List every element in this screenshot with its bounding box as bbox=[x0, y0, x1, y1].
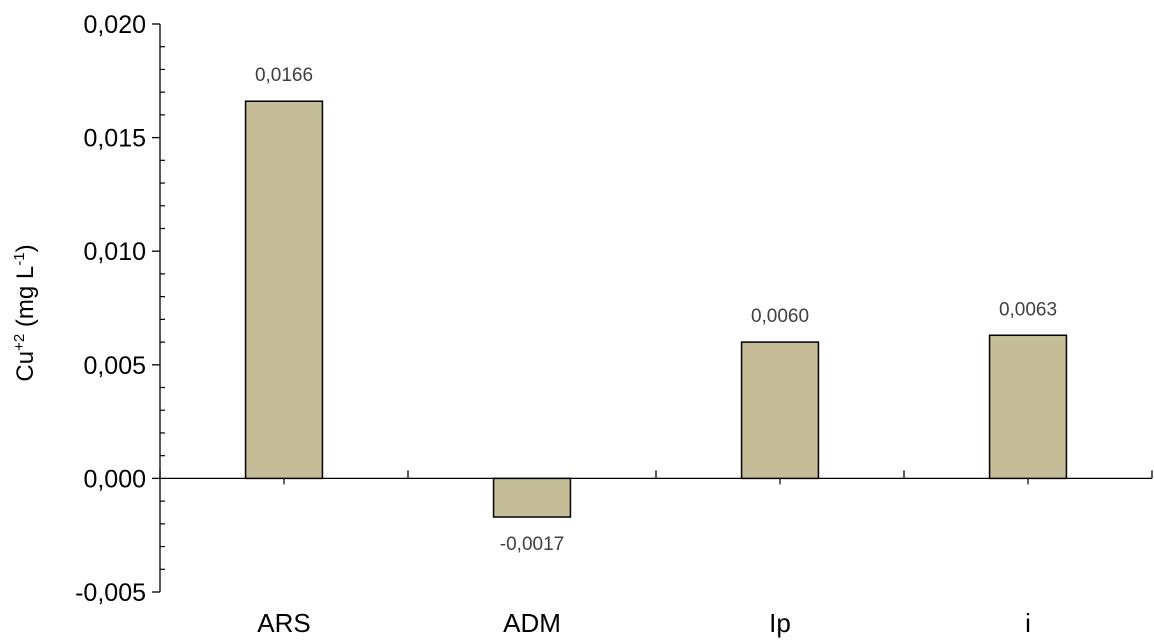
y-tick-label: 0,020 bbox=[83, 11, 146, 39]
data-label-ars: 0,0166 bbox=[255, 65, 313, 86]
category-label-ip: Ip bbox=[769, 608, 791, 638]
bar-ip bbox=[740, 341, 820, 480]
y-tick-label: 0,000 bbox=[83, 465, 146, 493]
data-label-i: 0,0063 bbox=[999, 299, 1057, 320]
data-label-adm: -0,0017 bbox=[500, 534, 564, 555]
y-axis: 0,020 0,015 0,010 0,005 0,000 -0,005 bbox=[75, 11, 165, 607]
y-tick-label: -0,005 bbox=[75, 579, 146, 607]
data-label-ip: 0,0060 bbox=[751, 306, 809, 327]
category-labels: ARS ADM Ip i bbox=[257, 608, 1031, 638]
category-label-adm: ADM bbox=[503, 608, 561, 638]
data-labels: 0,0166 -0,0017 0,0060 0,0063 bbox=[255, 65, 1057, 555]
category-label-i: i bbox=[1025, 608, 1031, 638]
bar-i bbox=[988, 334, 1068, 480]
bar-ars bbox=[244, 100, 324, 480]
y-axis-title: Cu+2 (mg L-1) bbox=[11, 244, 39, 381]
bars bbox=[244, 100, 1068, 518]
y-tick-label: 0,005 bbox=[83, 352, 146, 380]
y-tick-label: 0,015 bbox=[83, 125, 146, 153]
bar-adm bbox=[492, 477, 572, 518]
x-axis bbox=[159, 470, 1153, 485]
y-tick-label: 0,010 bbox=[83, 238, 146, 266]
category-label-ars: ARS bbox=[257, 608, 310, 638]
